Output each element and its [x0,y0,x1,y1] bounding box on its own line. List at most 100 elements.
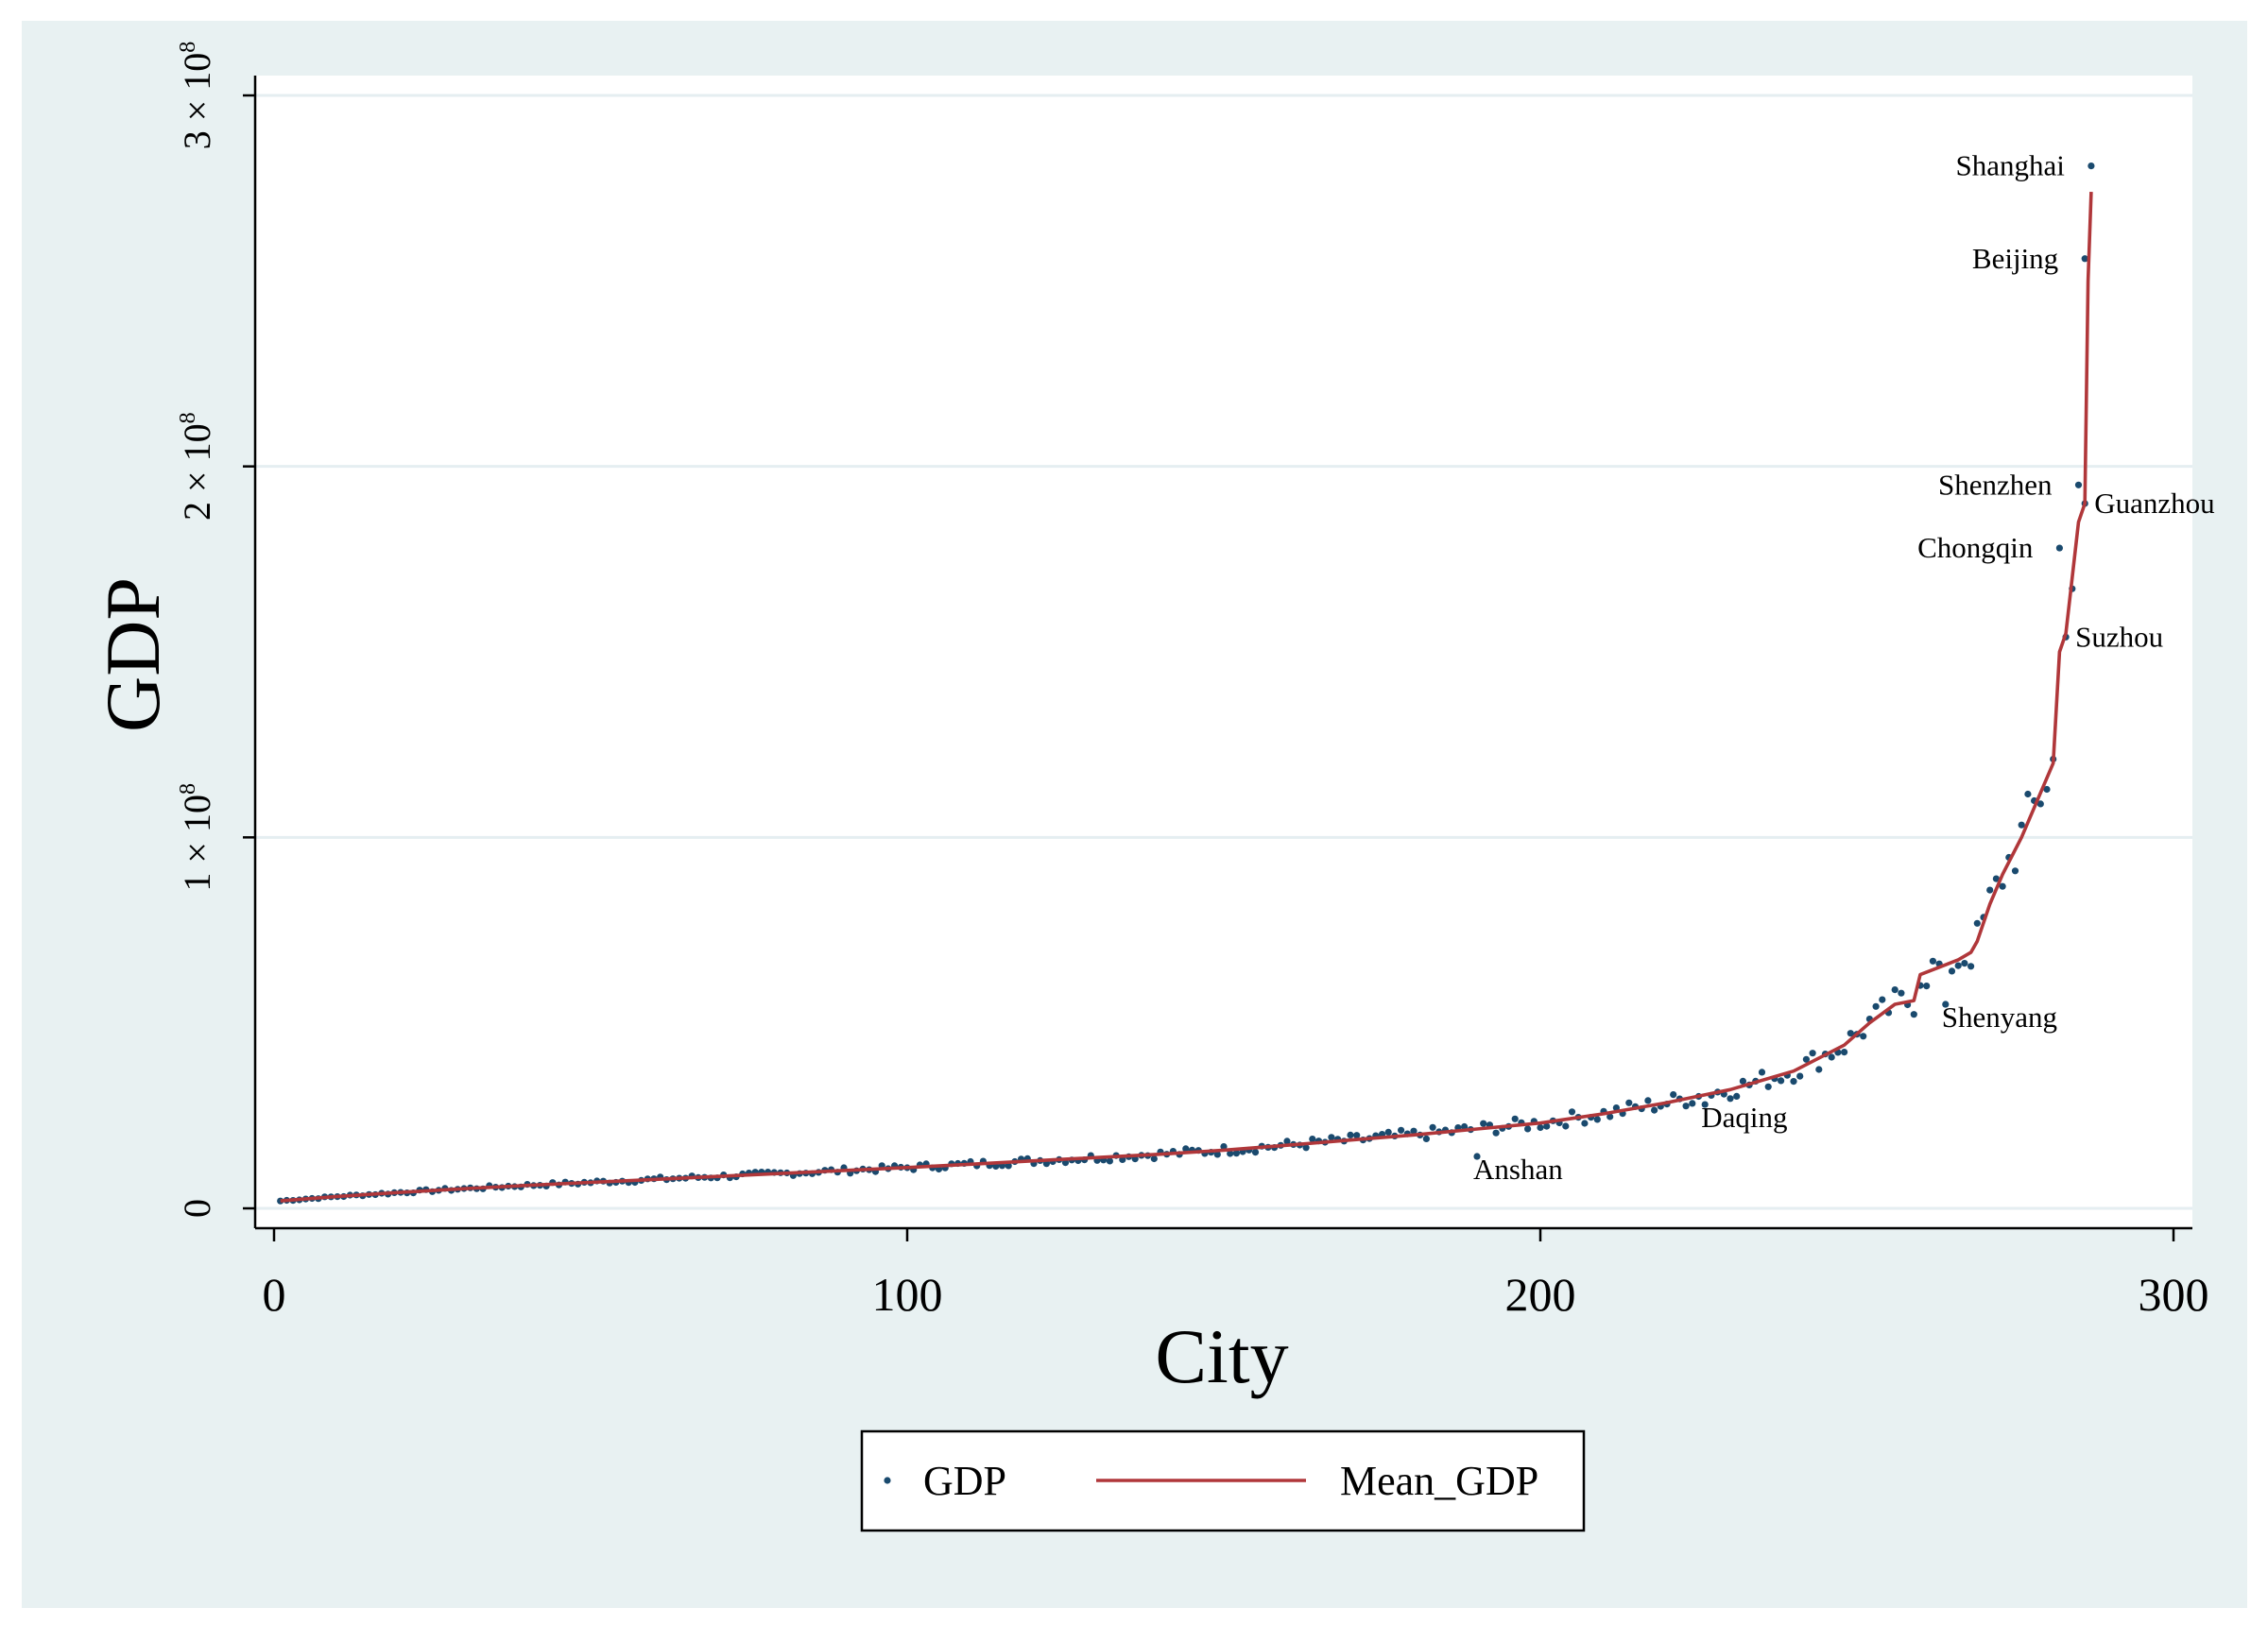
gdp-point [1511,1115,1519,1122]
gdp-point [1283,1138,1291,1145]
gdp-point [1302,1144,1310,1152]
gdp-point [1999,882,2006,890]
gdp-point [1727,1095,1734,1103]
gdp-point [1796,1072,1804,1080]
gdp-point [1992,875,2000,882]
x-tick-label: 200 [1505,1268,1576,1321]
annotation-anshan: Anshan [1473,1153,1563,1186]
gdp-point [1220,1143,1228,1151]
gdp-point [1891,986,1899,994]
gdp-point [1758,1069,1766,1076]
gdp-point [1227,1150,1234,1157]
gdp-point [1651,1106,1658,1114]
gdp-point [1860,1033,1867,1040]
gdp-point [1398,1126,1405,1134]
gdp-point [2036,800,2044,808]
gdp-point [1543,1122,1551,1130]
x-tick-label: 100 [872,1268,943,1321]
annotation-guanzhou: Guanzhou [2094,487,2214,520]
gdp-point [1384,1128,1392,1136]
annotation-beijing: Beijing [1972,242,2058,275]
gdp-point [1410,1127,1418,1135]
annotation-shenzhen: Shenzhen [1938,468,2053,501]
legend-gdp-marker [884,1477,891,1484]
gdp-point [1480,1120,1487,1127]
axes: 0 1 × 108 2 × 108 3 × 108 0 100 200 300 [176,42,2209,1321]
gdp-point [1967,963,1975,970]
gdp-point [1670,1091,1677,1099]
gdp-point [1802,1055,1810,1063]
x-tick-label: 300 [2139,1268,2209,1321]
gdp-point [1733,1092,1741,1100]
plot-area [255,76,2192,1228]
annotation-shanghai: Shanghai [1956,149,2066,182]
annotation-shenyang: Shenyang [1942,1001,2057,1034]
legend-gdp-label: GDP [923,1458,1006,1504]
gdp-point [1948,967,1956,975]
gdp-point [2024,790,2032,798]
gdp-point-shanghai [2088,162,2095,170]
y-tick-label: 2 × 108 [176,412,218,521]
x-axis-title: City [1155,1313,1288,1399]
gdp-point [1841,1049,1848,1056]
gdp-point [2018,821,2025,829]
gdp-point [1790,1078,1797,1086]
gdp-point [1581,1120,1589,1127]
city-annotations: Shanghai Beijing Shenzhen Guanzhou Chongqin S… [1473,149,2215,1186]
gdp-point [1182,1145,1190,1153]
gdp-point-shenzhen [2074,481,2083,488]
gdp-point [1429,1123,1436,1131]
gdp-point [1213,1151,1221,1158]
gdp-point [1644,1097,1652,1104]
gdp-point [1353,1132,1361,1139]
y-tick-label: 1 × 108 [176,783,218,892]
gdp-point [1778,1077,1785,1085]
gdp-point [1923,983,1931,990]
gdp-point [1251,1149,1260,1156]
gdp-point [1910,1011,1917,1018]
gdp-point [1625,1099,1633,1106]
annotation-chongqin: Chongqin [1917,531,2034,564]
annotation-suzhou: Suzhou [2075,620,2163,653]
gdp-point [1828,1053,1835,1061]
gdp-point [1328,1134,1335,1141]
gdp-point [1422,1135,1430,1142]
gdp-point-anshan [1473,1153,1481,1160]
gdp-point [1042,1160,1050,1168]
gdp-point-shenyang [1942,1001,1950,1008]
y-tick-label: 0 [176,1199,218,1218]
gdp-point-daqing [1701,1101,1709,1108]
gdp-point [1809,1050,1816,1057]
y-tick-label: 3 × 108 [176,42,218,150]
gdp-point [1232,1150,1240,1157]
gdp-point [1879,996,1886,1003]
gdp-point [1568,1108,1576,1116]
legend: GDP Mean_GDP [860,1429,1586,1532]
gdp-point [1764,1083,1772,1090]
gdp-point [1689,1100,1696,1107]
gdp-point [1682,1103,1690,1110]
annotation-daqing: Daqing [1701,1101,1787,1134]
gdp-point [1562,1122,1570,1130]
gdp-point-beijing [2081,255,2088,263]
gdp-point [1929,957,1936,965]
gdp-point [1898,989,1905,997]
gdp-point [1150,1155,1158,1163]
grid-lines [255,94,2192,1210]
gdp-point [1005,1162,1012,1170]
gdp-point [1815,1066,1823,1073]
gdp-point-chongqin [2055,544,2063,552]
gdp-point [1524,1125,1532,1133]
gdp-point [1986,886,1994,894]
gdp-point [2011,867,2019,875]
y-axis-title: GDP [90,577,176,732]
gdp-point [1492,1129,1500,1137]
legend-mean-gdp-label: Mean_GDP [1340,1458,1538,1504]
gdp-point [1347,1131,1354,1138]
gdp-point [1106,1157,1113,1165]
gdp-point [1309,1136,1316,1143]
gdp-point [1872,1002,1880,1010]
gdp-point [1593,1116,1601,1123]
gdp-point [1739,1077,1746,1085]
